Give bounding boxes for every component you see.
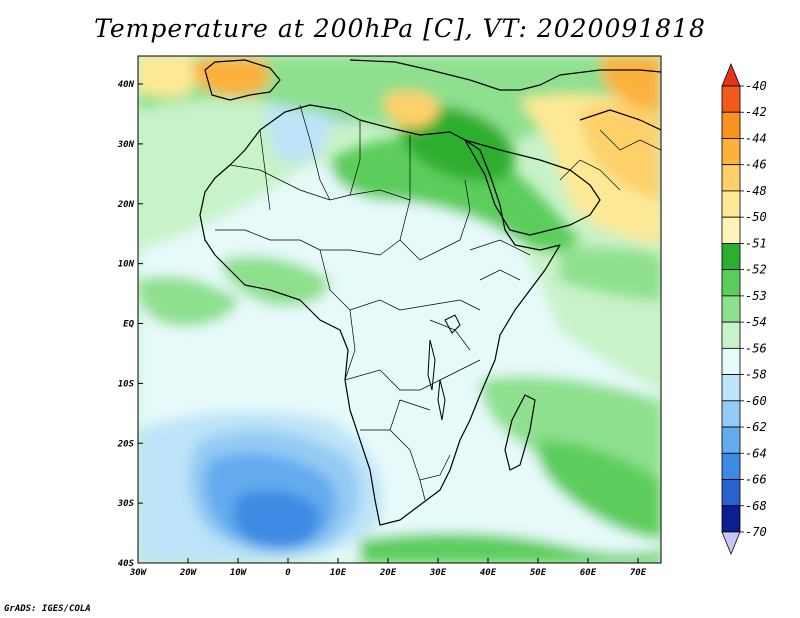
colorbar-label: -46: [745, 158, 767, 172]
lon-label: 10W: [230, 568, 248, 578]
latitude-axis: 40N 30N 20N 10N EQ 10S 20S 30S 40S: [117, 80, 143, 569]
colorbar-label: -40: [745, 79, 767, 93]
colorbar-label: -60: [745, 394, 767, 408]
colorbar-band: [721, 138, 741, 166]
lat-label: 20N: [117, 200, 135, 210]
lon-label: 50E: [530, 568, 547, 578]
colorbar-label: -53: [745, 289, 767, 303]
colorbar-label: -48: [745, 184, 767, 198]
colorbar-label: -54: [745, 315, 767, 329]
colorbar-band: [721, 190, 741, 218]
colorbar-band: [721, 269, 741, 297]
lon-label: 30W: [129, 568, 148, 578]
colorbar-label: -56: [745, 341, 767, 355]
lat-label: 20S: [117, 439, 135, 449]
colorbar-band: [721, 426, 741, 454]
colorbar-label: -64: [745, 446, 767, 460]
colorbar-band: [721, 374, 741, 402]
lon-label: 70E: [630, 568, 647, 578]
lon-label: 30E: [429, 568, 447, 578]
lon-label: 20W: [179, 568, 198, 578]
colorbar-band: [721, 216, 741, 244]
lat-label: 30S: [117, 499, 135, 509]
colorbar-label: -51: [745, 236, 767, 250]
map-frame: [137, 55, 662, 564]
colorbar-band: [721, 400, 741, 428]
map-title: Temperature at 200hPa [C], VT: 202009181…: [94, 14, 706, 43]
colorbar-bottom-arrow: [721, 531, 741, 556]
colorbar-label: -62: [745, 420, 767, 434]
colorbar-band: [721, 164, 741, 192]
lat-label: EQ: [123, 320, 134, 330]
colorbar-band: [721, 111, 741, 139]
colorbar-band: [721, 321, 741, 349]
colorbar-band: [721, 479, 741, 507]
colorbar-label: -50: [745, 210, 767, 224]
lat-label: 10S: [118, 379, 135, 389]
colorbar-label: -68: [745, 499, 767, 513]
colorbar-band: [721, 295, 741, 323]
colorbar-label: -70: [745, 525, 767, 539]
longitude-axis: 30W 20W 10W 0 10E 20E 30E 40E 50E 60E 70E: [129, 558, 647, 578]
colorbar: -40 -42 -44 -46 -48 -50 -51 -52 -53 -54 -56 -58 -60 -…: [721, 62, 767, 556]
colorbar-label: -42: [745, 105, 767, 119]
colorbar-label: -66: [745, 473, 767, 487]
colorbar-band: [721, 452, 741, 480]
lon-label: 20E: [379, 568, 397, 578]
colorbar-band: [721, 505, 741, 533]
temperature-field: [138, 56, 661, 563]
lon-label: 10E: [330, 568, 347, 578]
grads-credit: GrADS: IGES/COLA: [4, 604, 91, 614]
lat-label: 40N: [118, 80, 135, 90]
country-borders: [215, 104, 661, 501]
colorbar-label: -52: [745, 263, 767, 277]
colorbar-band: [721, 243, 741, 271]
colorbar-band: [721, 85, 741, 113]
colorbar-label: -58: [745, 368, 767, 382]
lat-label: 10N: [118, 260, 135, 270]
lakes-outlines: [427, 314, 461, 421]
lat-label: 40S: [118, 559, 135, 569]
lon-label: 40E: [480, 568, 497, 578]
colorbar-label: -44: [745, 131, 767, 145]
lat-label: 30N: [117, 140, 135, 150]
lon-label: 0: [285, 568, 291, 578]
colorbar-band: [721, 347, 741, 375]
lon-label: 60E: [580, 568, 597, 578]
colorbar-top-arrow: [721, 62, 741, 87]
